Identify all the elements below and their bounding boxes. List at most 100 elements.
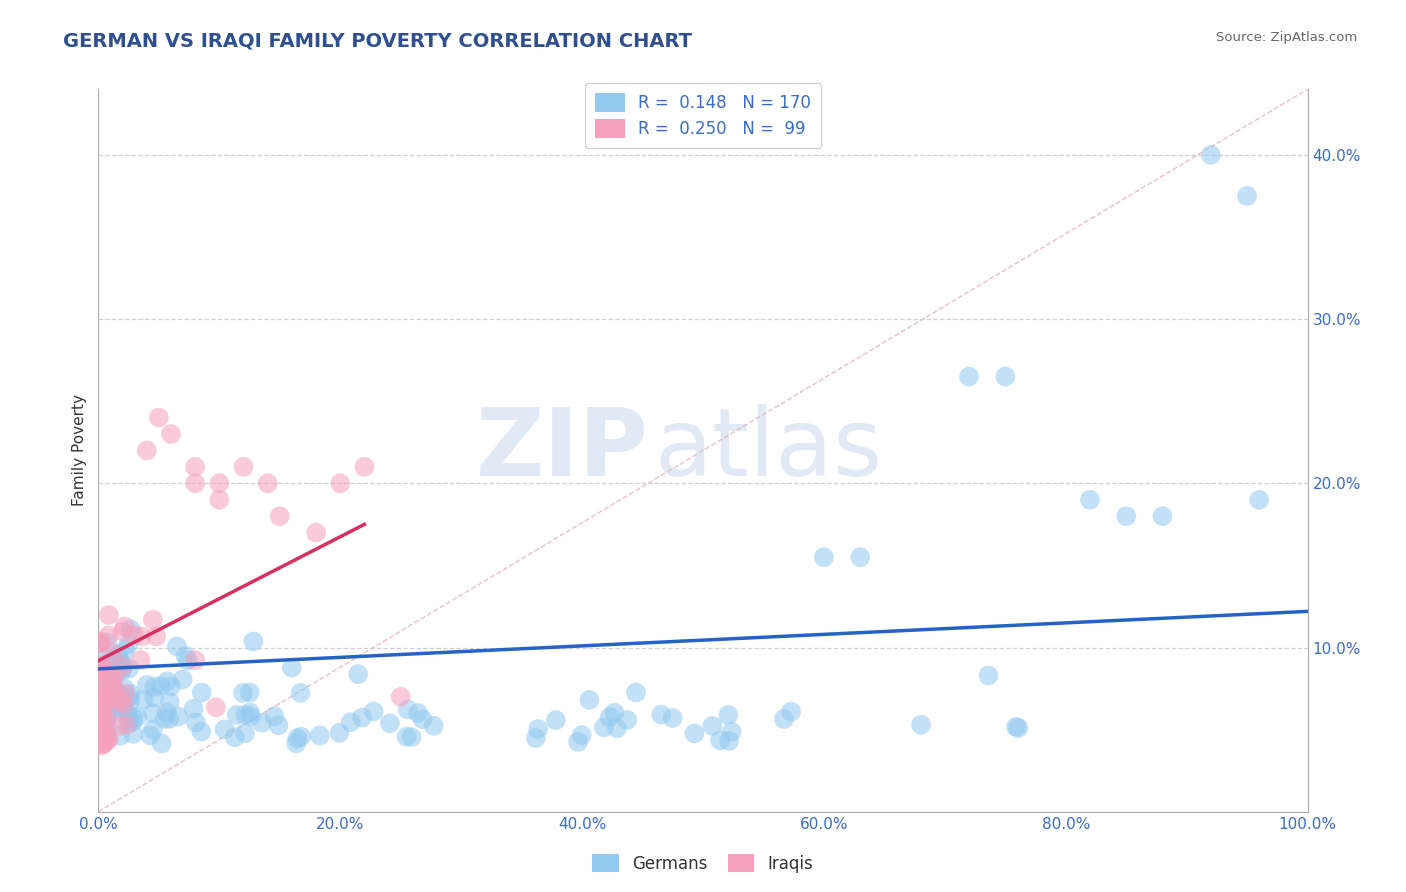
- Point: [91, 737, 114, 751]
- Point: [149, 679, 172, 693]
- Point: [352, 711, 374, 725]
- Point: [94, 730, 117, 744]
- Point: [98, 655, 121, 669]
- Point: [89, 731, 111, 745]
- Point: [184, 653, 207, 667]
- Point: [96, 690, 118, 704]
- Point: [174, 648, 197, 663]
- Point: [578, 693, 600, 707]
- Point: [89, 681, 111, 696]
- Point: [290, 686, 312, 700]
- Point: [135, 443, 157, 458]
- Point: [177, 654, 200, 668]
- Point: [105, 664, 128, 678]
- Point: [91, 735, 114, 749]
- Point: [118, 695, 141, 709]
- Point: [101, 698, 124, 712]
- Point: [184, 715, 207, 730]
- Point: [97, 629, 120, 643]
- Point: [606, 721, 628, 735]
- Point: [103, 701, 125, 715]
- Point: [96, 694, 118, 708]
- Point: [122, 727, 145, 741]
- Point: [90, 708, 112, 723]
- Point: [93, 736, 115, 750]
- Point: [89, 636, 111, 650]
- Point: [131, 630, 153, 644]
- Point: [305, 525, 328, 540]
- Point: [910, 718, 932, 732]
- Point: [347, 667, 370, 681]
- Point: [624, 685, 647, 699]
- Point: [94, 694, 117, 708]
- Point: [100, 679, 122, 693]
- Point: [1007, 721, 1029, 735]
- Point: [87, 737, 110, 751]
- Point: [105, 694, 128, 708]
- Point: [91, 703, 114, 717]
- Point: [105, 660, 128, 674]
- Point: [89, 705, 111, 719]
- Point: [96, 692, 118, 706]
- Point: [108, 697, 131, 711]
- Y-axis label: Family Poverty: Family Poverty: [72, 394, 87, 507]
- Point: [111, 662, 134, 676]
- Point: [121, 714, 143, 729]
- Point: [101, 690, 124, 705]
- Point: [101, 673, 124, 687]
- Point: [93, 700, 115, 714]
- Point: [112, 681, 135, 696]
- Point: [90, 726, 112, 740]
- Point: [994, 369, 1017, 384]
- Point: [406, 706, 429, 720]
- Point: [91, 733, 114, 747]
- Point: [110, 656, 132, 670]
- Point: [96, 719, 118, 733]
- Point: [97, 607, 120, 622]
- Point: [143, 680, 166, 694]
- Point: [105, 686, 128, 700]
- Point: [285, 731, 308, 746]
- Point: [156, 674, 179, 689]
- Point: [396, 702, 419, 716]
- Point: [773, 712, 796, 726]
- Point: [89, 709, 111, 723]
- Legend: R =  0.148   N = 170, R =  0.250   N =  99: R = 0.148 N = 170, R = 0.250 N = 99: [585, 83, 821, 148]
- Point: [422, 719, 444, 733]
- Point: [114, 619, 136, 633]
- Point: [89, 731, 111, 745]
- Point: [90, 714, 112, 729]
- Point: [720, 724, 742, 739]
- Point: [87, 701, 110, 715]
- Point: [122, 628, 145, 642]
- Point: [329, 476, 352, 491]
- Point: [87, 693, 110, 707]
- Point: [145, 629, 167, 643]
- Point: [107, 648, 129, 662]
- Point: [139, 728, 162, 742]
- Point: [308, 729, 330, 743]
- Point: [111, 664, 134, 678]
- Point: [90, 703, 112, 717]
- Point: [235, 708, 257, 723]
- Point: [849, 550, 872, 565]
- Point: [90, 695, 112, 709]
- Point: [91, 732, 114, 747]
- Point: [89, 664, 111, 678]
- Point: [111, 624, 134, 639]
- Point: [148, 410, 170, 425]
- Point: [108, 718, 131, 732]
- Point: [98, 689, 121, 703]
- Point: [87, 694, 110, 708]
- Point: [159, 695, 181, 709]
- Point: [89, 684, 111, 698]
- Point: [118, 637, 141, 651]
- Point: [94, 691, 117, 706]
- Point: [135, 678, 157, 692]
- Point: [118, 690, 141, 705]
- Point: [232, 459, 254, 474]
- Point: [87, 707, 110, 722]
- Point: [389, 690, 412, 704]
- Point: [153, 712, 176, 726]
- Point: [89, 708, 111, 723]
